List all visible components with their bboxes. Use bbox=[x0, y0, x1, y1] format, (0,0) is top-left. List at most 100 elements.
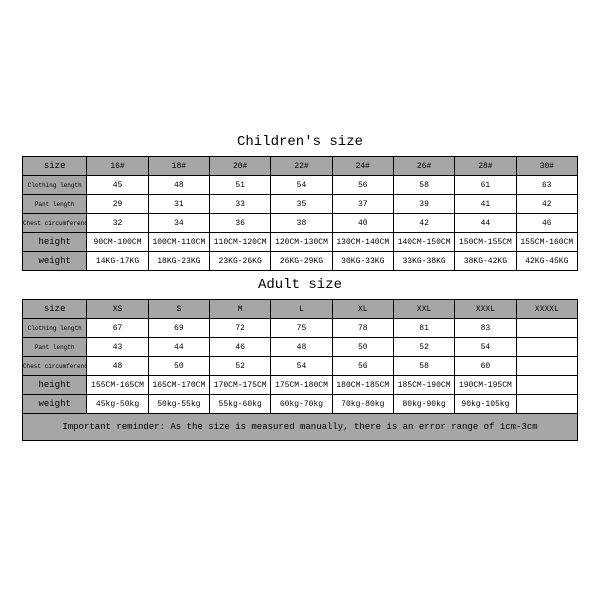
cell: 33KG-38KG bbox=[393, 252, 454, 271]
row-label: Chest circumference 1/2 bbox=[23, 357, 87, 376]
cell: 50 bbox=[148, 357, 209, 376]
cell: 56 bbox=[332, 357, 393, 376]
row-label: Clothing length bbox=[23, 319, 87, 338]
table-row: size XS S M L XL XXL XXXL XXXXL bbox=[23, 300, 578, 319]
cell: 44 bbox=[148, 338, 209, 357]
cell: 43 bbox=[87, 338, 148, 357]
table-row: size 16# 18# 20# 22# 24# 26# 28# 30# bbox=[23, 157, 578, 176]
cell: 18KG-23KG bbox=[148, 252, 209, 271]
table-row: Pant length 43 44 46 48 50 52 54 bbox=[23, 338, 578, 357]
cell bbox=[516, 357, 577, 376]
cell: 38 bbox=[271, 214, 332, 233]
cell: 42 bbox=[516, 195, 577, 214]
cell: 180CM-185CM bbox=[332, 376, 393, 395]
table-row: Clothing length 45 48 51 54 56 58 61 63 bbox=[23, 176, 578, 195]
table-row: Chest circumference 1/2 32 34 36 38 40 4… bbox=[23, 214, 578, 233]
cell: 130CM-140CM bbox=[332, 233, 393, 252]
cell: 80kg-90kg bbox=[393, 395, 454, 414]
cell: 60kg-70kg bbox=[271, 395, 332, 414]
col-header: 20# bbox=[210, 157, 271, 176]
cell: 72 bbox=[210, 319, 271, 338]
cell: 90kg-105kg bbox=[455, 395, 516, 414]
size-chart-container: Children's size size 16# 18# 20# 22# 24#… bbox=[22, 128, 578, 441]
col-header: S bbox=[148, 300, 209, 319]
cell: 45kg-50kg bbox=[87, 395, 148, 414]
table-row: weight 45kg-50kg 50kg-55kg 55kg-60kg 60k… bbox=[23, 395, 578, 414]
adult-size-table: size XS S M L XL XXL XXXL XXXXL Clothing… bbox=[22, 299, 578, 414]
table-row: height 90CM-100CM 100CM-110CM 110CM-120C… bbox=[23, 233, 578, 252]
cell: 170CM-175CM bbox=[210, 376, 271, 395]
cell: 75 bbox=[271, 319, 332, 338]
cell: 50 bbox=[332, 338, 393, 357]
col-header: XL bbox=[332, 300, 393, 319]
cell: 54 bbox=[271, 357, 332, 376]
cell: 37 bbox=[332, 195, 393, 214]
cell: 38KG-42KG bbox=[455, 252, 516, 271]
cell: 48 bbox=[271, 338, 332, 357]
cell: 58 bbox=[393, 357, 454, 376]
children-title: Children's size bbox=[22, 128, 578, 156]
cell: 45 bbox=[87, 176, 148, 195]
col-header: M bbox=[210, 300, 271, 319]
table-row: Pant length 29 31 33 35 37 39 41 42 bbox=[23, 195, 578, 214]
table-row: weight 14KG-17KG 18KG-23KG 23KG-26KG 26K… bbox=[23, 252, 578, 271]
cell: 61 bbox=[455, 176, 516, 195]
cell: 52 bbox=[210, 357, 271, 376]
cell: 110CM-120CM bbox=[210, 233, 271, 252]
cell: 150CM-155CM bbox=[455, 233, 516, 252]
cell: 44 bbox=[455, 214, 516, 233]
cell: 35 bbox=[271, 195, 332, 214]
cell bbox=[516, 319, 577, 338]
col-header: 22# bbox=[271, 157, 332, 176]
cell: 175CM-180CM bbox=[271, 376, 332, 395]
cell: 69 bbox=[148, 319, 209, 338]
col-header: 16# bbox=[87, 157, 148, 176]
cell: 67 bbox=[87, 319, 148, 338]
cell: 29 bbox=[87, 195, 148, 214]
row-label: height bbox=[23, 376, 87, 395]
cell: 52 bbox=[393, 338, 454, 357]
row-label: height bbox=[23, 233, 87, 252]
cell bbox=[516, 376, 577, 395]
cell: 30KG-33KG bbox=[332, 252, 393, 271]
cell: 14KG-17KG bbox=[87, 252, 148, 271]
cell: 26KG-29KG bbox=[271, 252, 332, 271]
cell: 140CM-150CM bbox=[393, 233, 454, 252]
row-label: Pant length bbox=[23, 195, 87, 214]
cell: 185CM-190CM bbox=[393, 376, 454, 395]
cell: 31 bbox=[148, 195, 209, 214]
cell: 46 bbox=[516, 214, 577, 233]
reminder-text: Important reminder: As the size is measu… bbox=[22, 414, 578, 441]
cell: 40 bbox=[332, 214, 393, 233]
row-label: weight bbox=[23, 252, 87, 271]
cell: 36 bbox=[210, 214, 271, 233]
row-label: Chest circumference 1/2 bbox=[23, 214, 87, 233]
col-header: XXL bbox=[393, 300, 454, 319]
cell: 70kg-80kg bbox=[332, 395, 393, 414]
col-header: XS bbox=[87, 300, 148, 319]
row-label: size bbox=[23, 300, 87, 319]
children-size-table: size 16# 18# 20# 22# 24# 26# 28# 30# Clo… bbox=[22, 156, 578, 271]
cell: 165CM-170CM bbox=[148, 376, 209, 395]
cell: 190CM-195CM bbox=[455, 376, 516, 395]
cell: 42KG-45KG bbox=[516, 252, 577, 271]
cell: 48 bbox=[148, 176, 209, 195]
col-header: 26# bbox=[393, 157, 454, 176]
cell: 46 bbox=[210, 338, 271, 357]
cell: 81 bbox=[393, 319, 454, 338]
col-header: 18# bbox=[148, 157, 209, 176]
cell: 48 bbox=[87, 357, 148, 376]
table-row: height 155CM-165CM 165CM-170CM 170CM-175… bbox=[23, 376, 578, 395]
col-header: L bbox=[271, 300, 332, 319]
cell: 32 bbox=[87, 214, 148, 233]
cell: 33 bbox=[210, 195, 271, 214]
cell bbox=[516, 395, 577, 414]
cell: 42 bbox=[393, 214, 454, 233]
cell: 56 bbox=[332, 176, 393, 195]
cell: 120CM-130CM bbox=[271, 233, 332, 252]
cell: 51 bbox=[210, 176, 271, 195]
cell: 60 bbox=[455, 357, 516, 376]
cell: 155CM-160CM bbox=[516, 233, 577, 252]
col-header: 28# bbox=[455, 157, 516, 176]
col-header: 30# bbox=[516, 157, 577, 176]
